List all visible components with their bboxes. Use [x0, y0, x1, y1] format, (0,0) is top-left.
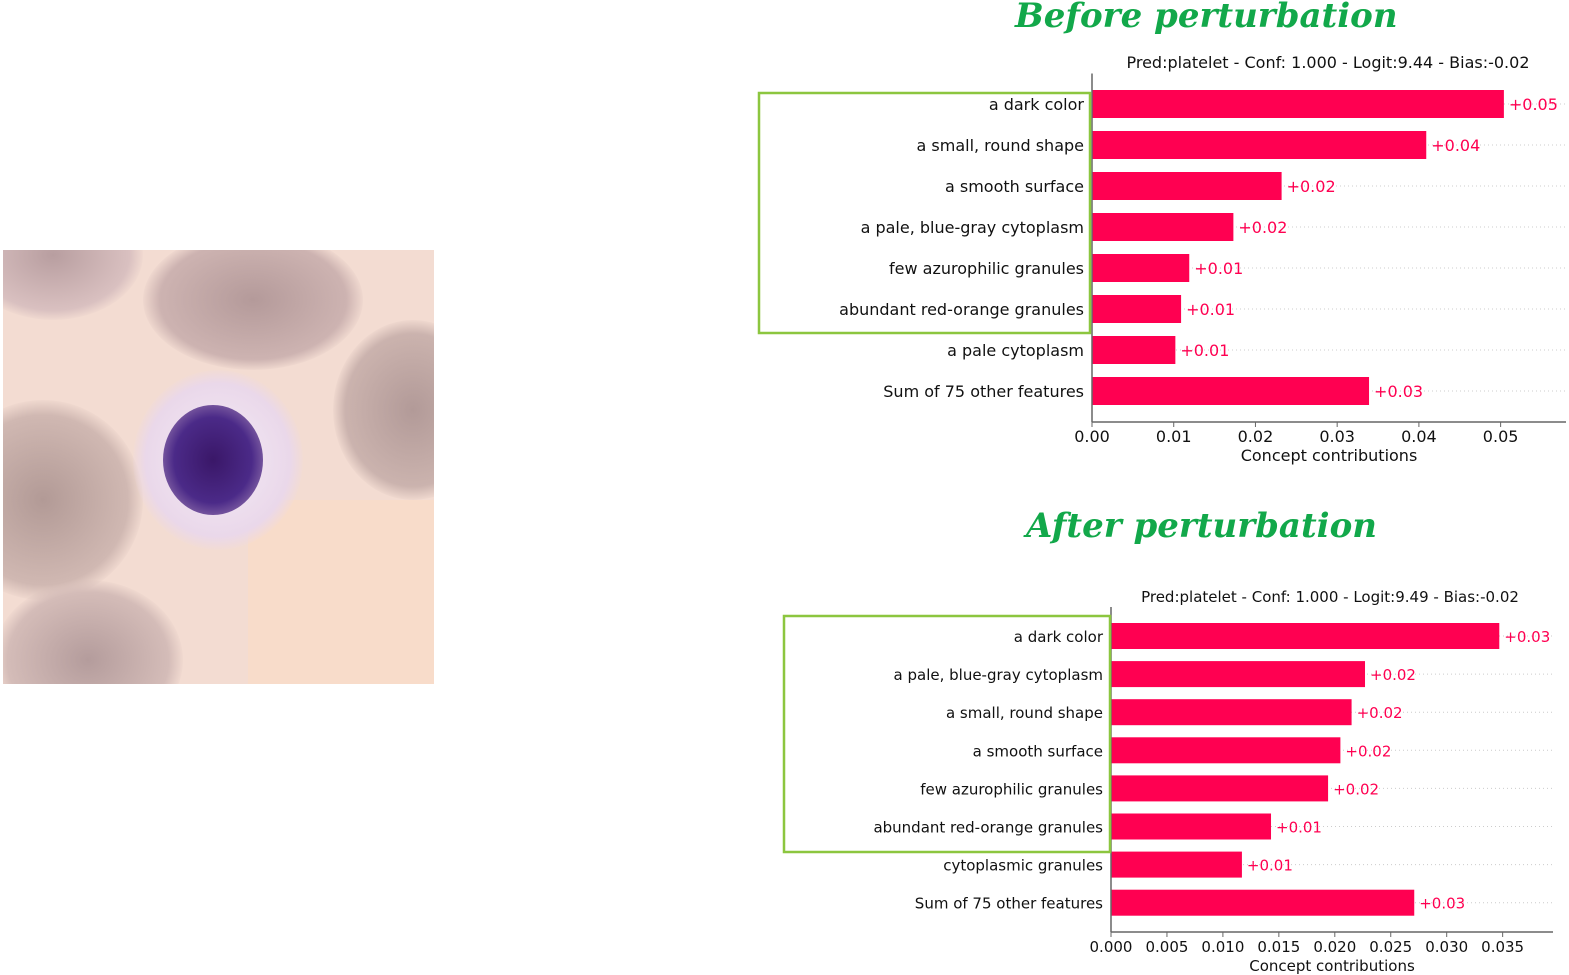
bar: [1092, 377, 1370, 405]
x-tick-label: 0.020: [1313, 938, 1356, 956]
after-chart: Pred:platelet - Conf: 1.000 - Logit:9.49…: [782, 588, 1553, 975]
bar-value-label: +0.01: [1194, 259, 1243, 278]
before-perturbation-title: Before perturbation: [1015, 0, 1398, 36]
bar-value-label: +0.03: [1504, 628, 1550, 646]
x-tick-label: 0.000: [1090, 938, 1133, 956]
blood-cell-image: [3, 250, 434, 684]
chart-title: Pred:platelet - Conf: 1.000 - Logit:9.49…: [1141, 588, 1519, 606]
category-label: few azurophilic granules: [920, 780, 1103, 798]
bar: [1111, 737, 1341, 764]
bar-value-label: +0.05: [1509, 95, 1558, 114]
x-tick-label: 0.02: [1238, 427, 1274, 446]
bar-value-label: +0.02: [1370, 666, 1416, 684]
bar: [1092, 131, 1427, 159]
after-perturbation-title: After perturbation: [1026, 506, 1377, 546]
x-tick-label: 0.05: [1483, 427, 1519, 446]
bar: [1111, 775, 1329, 802]
category-label: a smooth surface: [973, 742, 1103, 760]
category-label: a dark color: [989, 95, 1085, 114]
category-label: a pale, blue-gray cytoplasm: [861, 218, 1084, 237]
bar-value-label: +0.04: [1431, 136, 1480, 155]
bar: [1111, 889, 1415, 916]
bar: [1111, 851, 1242, 878]
x-axis-label: Concept contributions: [1249, 957, 1415, 975]
chart-title: Pred:platelet - Conf: 1.000 - Logit:9.44…: [1126, 53, 1529, 72]
bar-value-label: +0.02: [1357, 704, 1403, 722]
bar-value-label: +0.03: [1419, 895, 1465, 913]
bar-value-label: +0.02: [1238, 218, 1287, 237]
category-label: a dark color: [1014, 628, 1104, 646]
bar: [1111, 813, 1272, 840]
x-tick-label: 0.03: [1319, 427, 1355, 446]
bar: [1092, 295, 1182, 323]
category-label: a small, round shape: [946, 704, 1103, 722]
before-chart: Pred:platelet - Conf: 1.000 - Logit:9.44…: [757, 53, 1566, 465]
x-tick-label: 0.015: [1257, 938, 1300, 956]
highlight-box: [782, 614, 1112, 854]
category-label: a pale, blue-gray cytoplasm: [894, 666, 1103, 684]
category-label: a smooth surface: [945, 177, 1084, 196]
category-label: cytoplasmic granules: [943, 857, 1103, 875]
bar-value-label: +0.01: [1276, 819, 1322, 837]
bar: [1111, 661, 1366, 688]
category-label: Sum of 75 other features: [883, 382, 1084, 401]
x-tick-label: 0.035: [1481, 938, 1524, 956]
category-label: a small, round shape: [917, 136, 1085, 155]
bar: [1111, 699, 1352, 726]
bar: [1092, 213, 1234, 241]
bar: [1092, 90, 1504, 118]
highlight-box: [757, 91, 1092, 335]
x-axis-label: Concept contributions: [1241, 446, 1418, 465]
category-label: few azurophilic granules: [889, 259, 1084, 278]
category-label: Sum of 75 other features: [915, 895, 1103, 913]
bar-value-label: +0.01: [1247, 857, 1293, 875]
x-tick-label: 0.01: [1156, 427, 1192, 446]
x-tick-label: 0.00: [1074, 427, 1110, 446]
x-tick-label: 0.010: [1201, 938, 1244, 956]
bar-value-label: +0.02: [1333, 780, 1379, 798]
bar: [1092, 254, 1190, 282]
x-tick-label: 0.030: [1425, 938, 1468, 956]
bar-value-label: +0.02: [1287, 177, 1336, 196]
category-label: a pale cytoplasm: [947, 341, 1084, 360]
x-tick-label: 0.025: [1369, 938, 1412, 956]
bar: [1111, 623, 1500, 649]
bar-value-label: +0.03: [1374, 382, 1423, 401]
x-tick-label: 0.04: [1401, 427, 1437, 446]
category-label: abundant red-orange granules: [873, 819, 1103, 837]
bar-value-label: +0.01: [1180, 341, 1229, 360]
bar: [1092, 172, 1282, 200]
category-label: abundant red-orange granules: [839, 300, 1084, 319]
bar-value-label: +0.02: [1345, 742, 1391, 760]
bar: [1092, 336, 1176, 364]
x-tick-label: 0.005: [1145, 938, 1188, 956]
bar-value-label: +0.01: [1186, 300, 1235, 319]
